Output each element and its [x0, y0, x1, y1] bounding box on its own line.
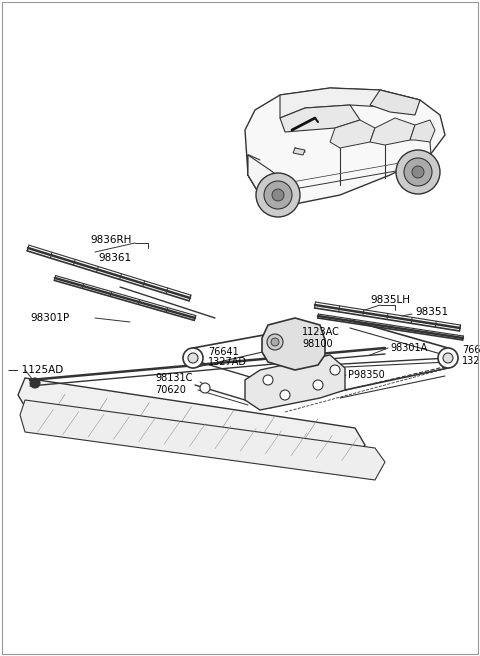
Circle shape: [264, 181, 292, 209]
Circle shape: [272, 189, 284, 201]
Circle shape: [271, 338, 279, 346]
Text: 98301A: 98301A: [390, 343, 427, 353]
Polygon shape: [370, 90, 420, 115]
Text: 98131C: 98131C: [155, 373, 192, 383]
Polygon shape: [280, 105, 360, 132]
Polygon shape: [248, 155, 290, 205]
Circle shape: [404, 158, 432, 186]
Polygon shape: [20, 400, 385, 480]
Text: 70620: 70620: [155, 385, 186, 395]
Circle shape: [313, 380, 323, 390]
Circle shape: [396, 150, 440, 194]
Text: 1327AD: 1327AD: [462, 356, 480, 366]
Polygon shape: [330, 120, 375, 148]
Polygon shape: [245, 88, 445, 205]
Circle shape: [443, 353, 453, 363]
Polygon shape: [262, 318, 325, 370]
Polygon shape: [410, 120, 435, 142]
Text: 76641: 76641: [208, 347, 239, 357]
Circle shape: [280, 390, 290, 400]
Polygon shape: [293, 148, 305, 155]
Polygon shape: [18, 378, 365, 460]
Text: 76641: 76641: [462, 345, 480, 355]
Circle shape: [256, 173, 300, 217]
Text: 9835LH: 9835LH: [370, 295, 410, 305]
Polygon shape: [370, 118, 415, 145]
Circle shape: [330, 365, 340, 375]
Text: P98350: P98350: [348, 370, 385, 380]
Text: 1327AD: 1327AD: [208, 357, 247, 367]
Text: 9836RH: 9836RH: [90, 235, 132, 245]
Polygon shape: [245, 355, 345, 410]
Circle shape: [412, 166, 424, 178]
Polygon shape: [280, 88, 420, 118]
Text: — 1125AD: — 1125AD: [8, 365, 63, 375]
Text: 98351: 98351: [415, 307, 448, 317]
Text: 98361: 98361: [98, 253, 131, 263]
Text: 98100: 98100: [302, 339, 333, 349]
Circle shape: [183, 348, 203, 368]
Circle shape: [30, 378, 40, 388]
Circle shape: [438, 348, 458, 368]
Circle shape: [200, 383, 210, 393]
Circle shape: [267, 334, 283, 350]
Circle shape: [263, 375, 273, 385]
Text: 1123AC: 1123AC: [302, 327, 340, 337]
Circle shape: [188, 353, 198, 363]
Text: 98301P: 98301P: [30, 313, 69, 323]
